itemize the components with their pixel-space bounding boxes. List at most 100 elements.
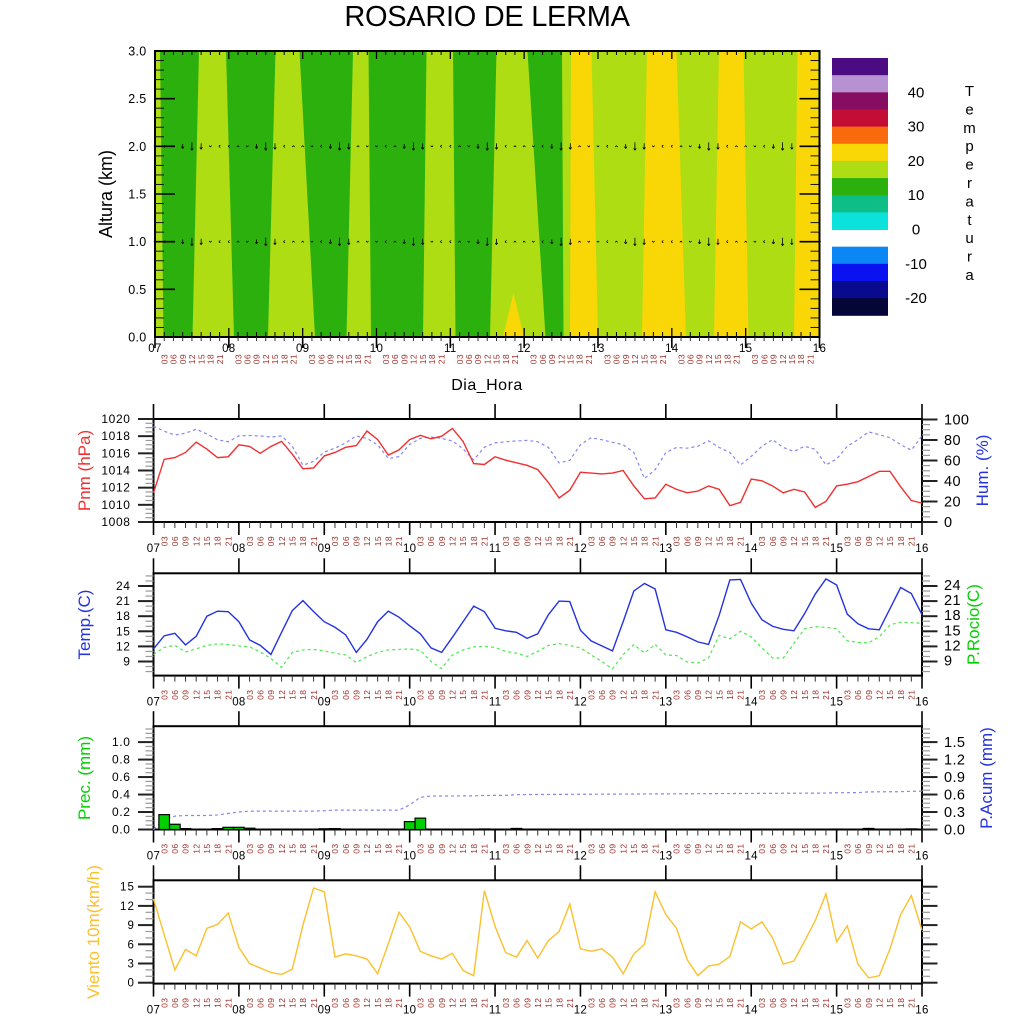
svg-text:3: 3 (128, 959, 136, 971)
svg-text:07: 07 (147, 851, 160, 863)
svg-text:09: 09 (181, 690, 191, 700)
svg-text:15: 15 (714, 844, 724, 854)
svg-text:08: 08 (232, 1005, 245, 1017)
svg-text:0.0: 0.0 (128, 331, 146, 345)
svg-text:03: 03 (843, 690, 853, 700)
svg-text:18: 18 (427, 354, 437, 364)
svg-text:12: 12 (618, 998, 628, 1008)
svg-text:20: 20 (908, 153, 925, 170)
svg-text:06: 06 (597, 998, 607, 1008)
svg-text:12: 12 (789, 844, 799, 854)
svg-text:09: 09 (352, 998, 362, 1008)
svg-text:12: 12 (704, 998, 714, 1008)
svg-text:Hum. (%): Hum. (%) (973, 435, 992, 507)
svg-text:9: 9 (944, 654, 952, 670)
svg-text:06: 06 (316, 354, 326, 364)
svg-text:15: 15 (739, 343, 752, 355)
svg-text:18: 18 (896, 998, 906, 1008)
svg-text:18: 18 (725, 536, 735, 546)
svg-text:09: 09 (693, 998, 703, 1008)
svg-text:09: 09 (864, 998, 874, 1008)
svg-text:0.9: 0.9 (944, 770, 965, 786)
svg-text:03: 03 (602, 354, 612, 364)
svg-text:03: 03 (245, 690, 255, 700)
svg-text:03: 03 (529, 354, 539, 364)
svg-text:18: 18 (896, 690, 906, 700)
svg-text:e: e (965, 157, 973, 174)
svg-text:r: r (967, 249, 972, 266)
svg-text:24: 24 (944, 578, 961, 594)
svg-text:09: 09 (778, 844, 788, 854)
svg-text:11: 11 (489, 851, 502, 863)
svg-text:12: 12 (618, 844, 628, 854)
svg-text:1.2: 1.2 (944, 753, 965, 769)
svg-text:06: 06 (426, 536, 436, 546)
svg-text:18: 18 (469, 844, 479, 854)
svg-text:1018: 1018 (101, 429, 130, 443)
svg-text:15: 15 (544, 998, 554, 1008)
svg-text:03: 03 (586, 844, 596, 854)
svg-text:03: 03 (159, 998, 169, 1008)
svg-text:9: 9 (128, 920, 136, 932)
svg-text:18: 18 (640, 536, 650, 546)
svg-text:12: 12 (704, 844, 714, 854)
svg-text:03: 03 (416, 998, 426, 1008)
svg-text:03: 03 (330, 844, 340, 854)
svg-text:06: 06 (255, 844, 265, 854)
svg-text:12: 12 (875, 998, 885, 1008)
svg-text:15: 15 (373, 536, 383, 546)
svg-text:03: 03 (416, 690, 426, 700)
svg-text:09: 09 (437, 844, 447, 854)
svg-text:18: 18 (384, 998, 394, 1008)
svg-text:06: 06 (512, 998, 522, 1008)
svg-text:09: 09 (621, 354, 631, 364)
svg-text:15: 15 (196, 354, 206, 364)
svg-text:15: 15 (373, 998, 383, 1008)
svg-text:18: 18 (298, 844, 308, 854)
svg-text:09: 09 (352, 844, 362, 854)
svg-text:06: 06 (170, 536, 180, 546)
svg-text:21: 21 (736, 998, 746, 1008)
svg-text:18: 18 (640, 844, 650, 854)
svg-text:0: 0 (944, 515, 952, 531)
svg-text:03: 03 (501, 998, 511, 1008)
svg-text:0.6: 0.6 (944, 788, 965, 804)
svg-text:12: 12 (556, 354, 566, 364)
svg-text:18: 18 (811, 690, 821, 700)
svg-text:21: 21 (944, 593, 961, 609)
svg-text:30: 30 (908, 119, 925, 136)
svg-text:0.0: 0.0 (112, 823, 130, 837)
svg-text:0.8: 0.8 (112, 753, 130, 767)
svg-text:18: 18 (384, 536, 394, 546)
svg-text:2.0: 2.0 (128, 140, 146, 154)
svg-text:m: m (963, 120, 976, 137)
svg-text:Pnm (hPa): Pnm (hPa) (75, 430, 94, 511)
svg-text:21: 21 (394, 690, 404, 700)
svg-text:08: 08 (232, 851, 245, 863)
svg-text:18: 18 (640, 998, 650, 1008)
svg-text:06: 06 (686, 354, 696, 364)
svg-text:03: 03 (245, 998, 255, 1008)
svg-text:06: 06 (390, 354, 400, 364)
svg-text:10: 10 (403, 697, 416, 709)
svg-text:ROSARIO DE LERMA: ROSARIO DE LERMA (344, 1, 630, 33)
svg-text:Prec. (mm): Prec. (mm) (75, 736, 94, 820)
svg-text:12: 12 (191, 998, 201, 1008)
svg-text:12: 12 (362, 998, 372, 1008)
svg-text:12: 12 (618, 536, 628, 546)
svg-text:40: 40 (944, 474, 961, 490)
svg-text:21: 21 (223, 536, 233, 546)
svg-text:03: 03 (381, 354, 391, 364)
svg-text:06: 06 (341, 998, 351, 1008)
svg-text:12: 12 (630, 354, 640, 364)
svg-text:21: 21 (565, 536, 575, 546)
svg-text:1020: 1020 (101, 412, 130, 426)
svg-text:1016: 1016 (101, 446, 130, 460)
svg-text:10: 10 (370, 343, 383, 355)
svg-text:03: 03 (586, 998, 596, 1008)
svg-text:12: 12 (191, 690, 201, 700)
svg-text:1.0: 1.0 (112, 735, 130, 749)
svg-text:13: 13 (659, 543, 672, 555)
svg-text:13: 13 (659, 1005, 672, 1017)
svg-text:12: 12 (517, 343, 530, 355)
